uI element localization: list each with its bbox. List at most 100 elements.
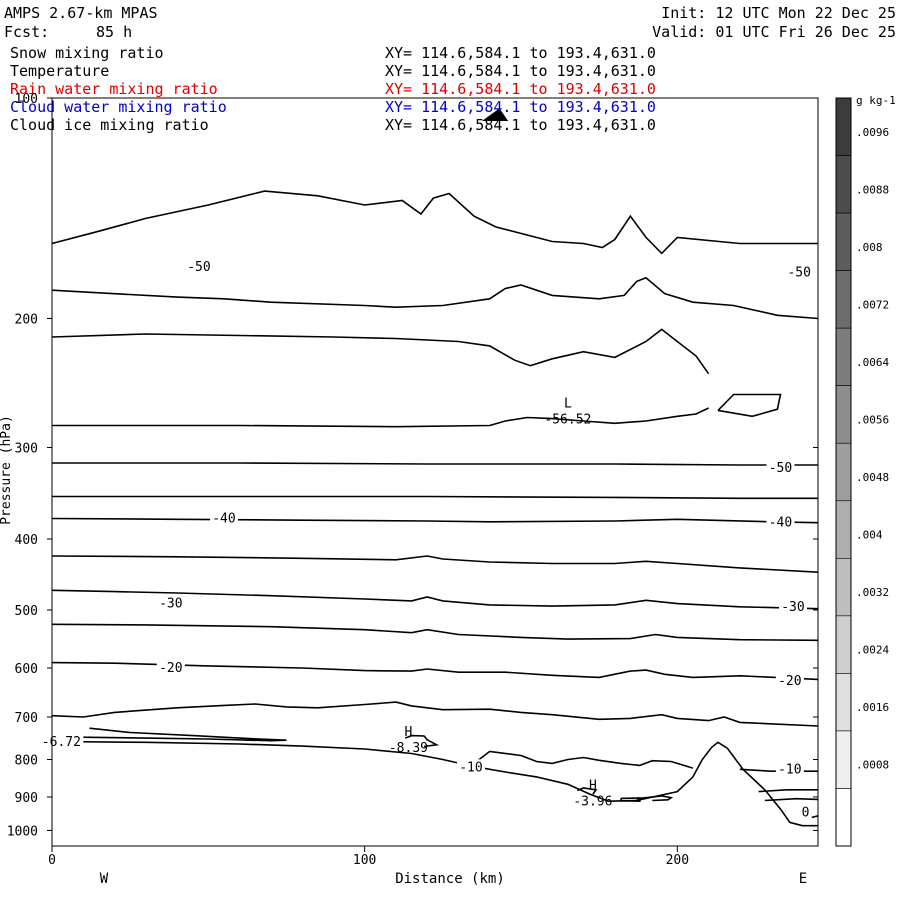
contour-label-bg — [799, 804, 812, 819]
contour-label: 0 — [802, 805, 810, 820]
init-time: Init: 12 UTC Mon 22 Dec 25 — [661, 4, 896, 22]
colorbar-label: .0088 — [856, 183, 889, 196]
y-tick-label: 900 — [15, 791, 38, 806]
colorbar-swatch — [835, 558, 852, 617]
isotherm-minus40-b — [51, 517, 819, 524]
y-tick-label: 200 — [15, 312, 38, 327]
field-name-cloud-ice: Cloud ice mixing ratio — [10, 116, 209, 134]
colorbar-swatch — [835, 442, 852, 502]
extremum-value: -8.39 — [389, 741, 428, 756]
colorbar-swatch — [835, 327, 852, 386]
contour-label: -10 — [778, 762, 801, 777]
colorbar-swatch — [835, 270, 852, 329]
model-title: AMPS 2.67-km MPAS — [4, 4, 158, 22]
contour-label: -6.72 — [42, 735, 81, 750]
field-name-rain: Rain water mixing ratio — [10, 80, 218, 98]
colorbar-swatch — [835, 385, 852, 444]
colorbar-label: .0048 — [856, 471, 889, 484]
isotherm-minus10-a — [51, 701, 819, 727]
colorbar-label: .0008 — [856, 759, 889, 772]
valid-time: Valid: 01 UTC Fri 26 Dec 25 — [652, 23, 896, 41]
y-tick-label: 500 — [15, 604, 38, 619]
contour-label-bg — [456, 759, 485, 774]
colorbar-swatch — [835, 212, 852, 271]
isotherm-small-loop — [620, 797, 641, 803]
isotherm-main-surface — [51, 740, 818, 827]
isotherm-right-curve-2 — [764, 797, 819, 802]
plot-frame — [51, 97, 819, 847]
contour-label-bg — [775, 761, 804, 776]
y-tick-label: 800 — [15, 753, 38, 768]
contour-label: -20 — [159, 661, 182, 676]
isotherm-right-curve-1 — [758, 789, 818, 793]
y-tick-label: 100 — [15, 92, 38, 107]
colorbar-label: .0056 — [856, 413, 889, 426]
colorbar-swatch — [835, 673, 852, 732]
isotherm-minus30-a — [51, 589, 819, 610]
contour-label-bg — [766, 460, 795, 475]
colorbar-frame — [835, 97, 852, 847]
isotherm-minus50-b — [51, 328, 710, 375]
isotherm-h839 — [405, 734, 440, 748]
contour-label-bg — [184, 258, 213, 273]
east-label: E — [799, 871, 807, 887]
extremum-value: -56.52 — [544, 413, 591, 428]
contour-label: -30 — [781, 600, 804, 615]
west-label: W — [100, 871, 109, 887]
isotherm-minus40-a — [52, 495, 818, 500]
isotherm-small-loop-2 — [636, 795, 674, 802]
isotherm-upper-1 — [51, 190, 818, 255]
colorbar-label: .0016 — [856, 701, 889, 714]
colorbar-label: .0096 — [856, 126, 889, 139]
colorbar-label: .0072 — [856, 298, 889, 311]
colorbar-swatch — [835, 155, 852, 214]
field-xy-cloud-ice: XY= 114.6,584.1 to 193.4,631.0 — [385, 116, 656, 134]
colorbar: .0096 .0088 .008 .0072 .0064 .0056 .0048 .004 .0… — [835, 97, 889, 847]
isotherm-bump-800 — [473, 750, 694, 769]
field-xy-snow: XY= 114.6,584.1 to 193.4,631.0 — [385, 44, 656, 62]
colorbar-label: .0064 — [856, 356, 889, 369]
isotherm-minus30-b — [51, 623, 819, 642]
colorbar-label: .0024 — [856, 644, 889, 657]
isotherm-lens — [51, 727, 287, 742]
contour-label: -50 — [769, 461, 792, 476]
x-tick-label: 0 — [48, 853, 56, 868]
contour-label-bg — [778, 598, 807, 613]
x-axis-label: Distance (km) — [395, 871, 505, 887]
field-xy-rain: XY= 114.6,584.1 to 193.4,631.0 — [385, 80, 656, 98]
x-tick-label: 100 — [353, 853, 376, 868]
colorbar-swatch — [835, 500, 852, 559]
isotherm-minus20-a — [51, 661, 819, 681]
colorbar-unit: g kg-1 — [856, 94, 896, 107]
colorbar-swatch — [835, 97, 852, 156]
isotherm-minus40-c — [51, 555, 819, 573]
forecast-label: Fcst: — [4, 23, 50, 41]
contour-label: -30 — [159, 597, 182, 612]
colorbar-swatch — [835, 788, 852, 847]
y-tick-label: 1000 — [7, 824, 38, 839]
extremum-low-marker: L — [564, 397, 572, 412]
field-name-temperature: Temperature — [10, 62, 110, 80]
contour-label-bg — [39, 733, 84, 748]
y-axis-label: Pressure (hPa) — [0, 415, 14, 525]
contour-label: -10 — [459, 760, 482, 775]
y-tick-label: 300 — [15, 441, 38, 456]
contour-label-bg — [785, 264, 814, 279]
forecast-value: 85 h — [96, 23, 133, 41]
extremum-value: -3.96 — [573, 794, 612, 809]
colorbar-label: .008 — [856, 241, 883, 254]
contour-label: -40 — [212, 511, 235, 526]
contour-label-bg — [766, 514, 795, 529]
axes-layer: 100 200 300 400 500 600 700 800 900 1000 0 100 200 — [7, 92, 818, 868]
isotherm-zero-tick — [811, 815, 819, 819]
contour-label: -40 — [769, 516, 792, 531]
isotherm-minus50-d — [52, 462, 818, 466]
contour-label-bg — [775, 672, 804, 687]
contour-label: -50 — [787, 265, 810, 280]
isotherm-h396 — [577, 787, 598, 795]
field-name-cloud-water: Cloud water mixing ratio — [10, 98, 227, 116]
contour-label: -50 — [187, 260, 210, 275]
isotherm-minus50-island — [717, 393, 782, 418]
plot-layer: -50 -50 -50 -40 -40 -30 -30 -20 -20 -10 -10 0 -6.72 L… — [39, 108, 819, 827]
